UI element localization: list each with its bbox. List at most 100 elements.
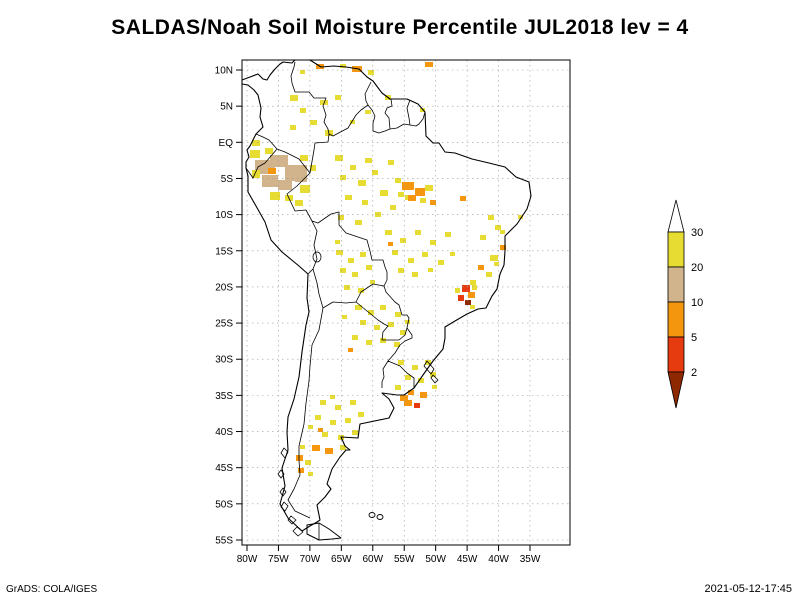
- data-patch: [300, 70, 305, 74]
- lon-tick-label: 75W: [268, 554, 289, 565]
- colorbar: 30 20 10 5 2: [667, 199, 703, 409]
- data-patch: [395, 312, 401, 317]
- data-patch: [350, 120, 355, 124]
- data-patch: [345, 418, 351, 423]
- data-patch: [340, 268, 346, 273]
- data-patch: [470, 280, 476, 285]
- data-patch: [388, 160, 394, 165]
- data-patch: [380, 305, 386, 310]
- data-patch: [430, 200, 436, 205]
- data-patch: [392, 250, 398, 255]
- data-patch: [348, 258, 354, 263]
- lat-tick-label: EQ: [219, 138, 234, 149]
- data-patch: [430, 372, 436, 377]
- data-patch: [252, 170, 260, 178]
- lat-tick-label: 5S: [221, 174, 234, 185]
- data-patch: [404, 400, 412, 406]
- data-patch: [398, 360, 404, 365]
- data-patch: [394, 342, 400, 347]
- lon-tick-label: 45W: [457, 554, 478, 565]
- islands-falkland: [368, 512, 384, 520]
- data-patches: [250, 62, 523, 476]
- grads-credit-label: GrADS: COLA/IGES: [6, 584, 98, 595]
- data-patch: [270, 192, 280, 200]
- data-patch: [468, 292, 475, 298]
- colorbar-label: 5: [691, 332, 697, 344]
- lon-tick-label: 65W: [331, 554, 352, 565]
- data-patch: [308, 425, 313, 429]
- data-patch: [518, 215, 523, 219]
- data-patch: [486, 272, 492, 277]
- data-patch: [402, 182, 414, 190]
- data-patch: [315, 415, 321, 420]
- colorbar-label: 20: [691, 262, 703, 274]
- lat-tick-label: 5N: [220, 102, 233, 113]
- colorbar-arrow-bottom: [667, 371, 685, 409]
- data-patch: [305, 460, 311, 465]
- data-patch: [408, 195, 416, 201]
- data-patch: [300, 108, 306, 113]
- data-patch: [358, 180, 366, 186]
- data-patch: [345, 195, 352, 200]
- data-patch: [415, 188, 425, 196]
- data-patch: [355, 305, 362, 310]
- data-patch: [388, 242, 393, 246]
- country-borders: [245, 61, 426, 540]
- data-patch: [365, 158, 372, 163]
- colorbar-label: 10: [691, 297, 703, 309]
- data-patch: [312, 445, 320, 451]
- data-patch: [262, 175, 278, 187]
- data-patch: [412, 272, 418, 277]
- data-patch: [458, 295, 464, 301]
- lake-titicaca: [312, 251, 322, 263]
- data-patch: [296, 455, 303, 461]
- data-patch: [295, 172, 307, 182]
- data-patch: [268, 168, 276, 174]
- data-patch: [350, 400, 356, 405]
- data-patch: [460, 196, 466, 201]
- data-patch: [265, 148, 273, 154]
- data-patch: [335, 405, 341, 410]
- data-patch: [318, 428, 323, 432]
- colorbar-segment: [667, 301, 685, 338]
- data-patch: [422, 252, 428, 257]
- lon-tick-label: 55W: [394, 554, 415, 565]
- data-patch: [352, 272, 358, 277]
- lat-tick-label: 50S: [215, 499, 233, 510]
- data-patch: [335, 240, 340, 244]
- data-patch: [420, 198, 426, 203]
- data-patch: [352, 430, 358, 435]
- lat-tick-label: 30S: [215, 355, 233, 366]
- lon-tick-label: 35W: [520, 554, 541, 565]
- data-patch: [405, 375, 411, 380]
- data-patch: [420, 108, 425, 112]
- data-patch: [395, 385, 401, 390]
- data-patch: [300, 155, 308, 161]
- data-patch: [300, 445, 305, 449]
- data-patch: [298, 468, 304, 473]
- data-patch: [310, 165, 316, 171]
- lat-tick-label: 10S: [215, 210, 233, 221]
- data-patch: [352, 335, 358, 340]
- data-patch: [310, 120, 317, 125]
- data-patch: [405, 320, 410, 324]
- data-patch: [368, 70, 374, 75]
- data-patch: [250, 150, 260, 158]
- data-patch: [380, 190, 388, 196]
- colorbar-label: 30: [691, 227, 703, 239]
- data-patch: [336, 250, 343, 255]
- colorbar-segment: [667, 266, 685, 303]
- lon-tick-label: 40W: [488, 554, 509, 565]
- data-patch: [360, 252, 366, 257]
- data-patch: [412, 365, 418, 370]
- data-patch: [295, 200, 303, 206]
- geography: [241, 59, 532, 541]
- data-patch: [385, 230, 392, 235]
- data-patch: [320, 400, 326, 405]
- lon-tick-label: 80W: [237, 554, 258, 565]
- data-patch: [270, 155, 288, 167]
- lagoon-dos-patos: [423, 360, 439, 384]
- lon-tick-label: 70W: [300, 554, 321, 565]
